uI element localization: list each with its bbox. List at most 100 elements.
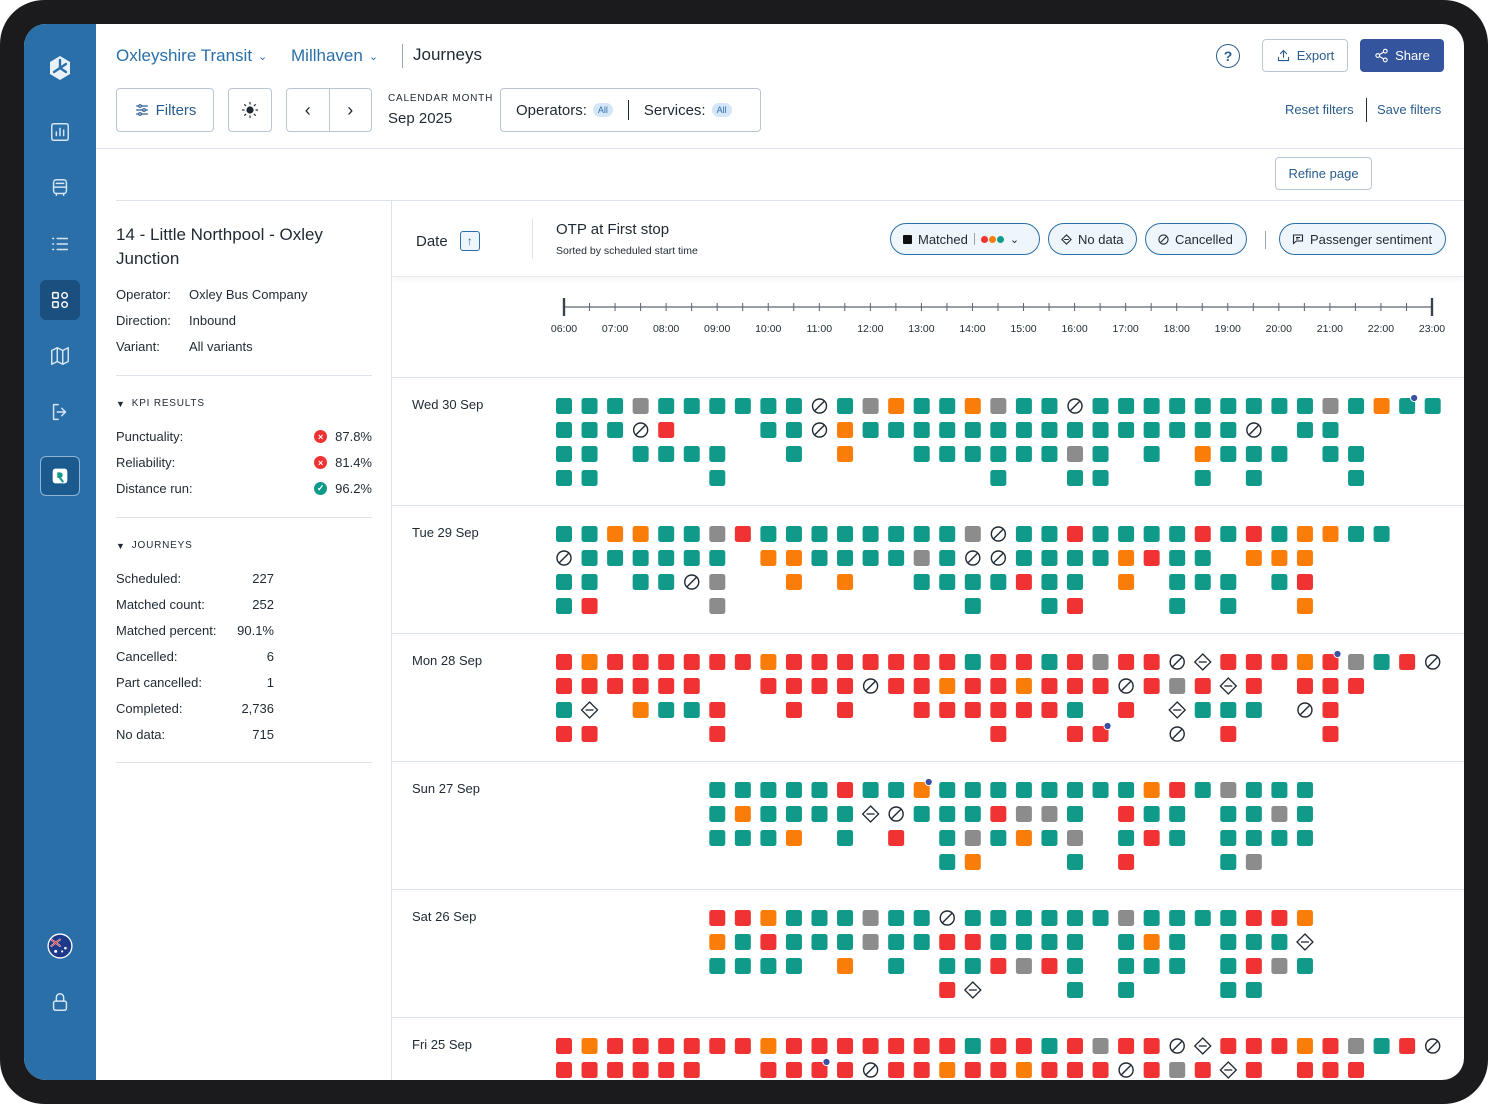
journey-cell[interactable] (607, 654, 624, 670)
journey-cell[interactable] (888, 398, 905, 414)
journey-cell[interactable] (785, 702, 802, 718)
journey-cell[interactable] (760, 910, 777, 926)
journey-cell[interactable] (939, 446, 956, 462)
journey-cell[interactable] (888, 526, 905, 542)
journey-cell[interactable] (964, 574, 981, 590)
journey-cell[interactable] (1067, 982, 1083, 998)
journey-cell[interactable] (1271, 806, 1288, 822)
journey-cell[interactable] (1015, 958, 1032, 974)
journey-cell[interactable] (811, 806, 828, 822)
journey-cell[interactable] (1296, 598, 1313, 614)
journey-cell[interactable] (862, 526, 879, 542)
journey-cell[interactable] (1143, 910, 1160, 926)
journey-cell[interactable] (1092, 446, 1109, 462)
journey-cell[interactable] (913, 910, 930, 926)
journey-cell[interactable] (734, 806, 751, 822)
journey-cell[interactable] (1296, 782, 1313, 798)
journey-cell[interactable] (964, 782, 981, 798)
journey-cell[interactable] (632, 574, 649, 590)
journey-cell[interactable] (1245, 782, 1262, 798)
journey-cell[interactable] (888, 550, 905, 566)
journey-cell[interactable] (913, 702, 930, 718)
no-data-journey-icon[interactable] (1219, 1061, 1238, 1079)
journey-cell[interactable] (1067, 726, 1083, 742)
journey-cell[interactable] (709, 726, 726, 742)
journey-cell[interactable] (709, 526, 726, 542)
journey-cell[interactable] (1067, 806, 1083, 822)
journey-cell[interactable] (837, 550, 854, 566)
journey-cell[interactable] (1143, 422, 1160, 438)
journey-cell[interactable] (862, 550, 879, 566)
journey-cell[interactable] (683, 398, 700, 414)
journey-cell[interactable] (837, 574, 854, 590)
journey-cell[interactable] (888, 1038, 905, 1054)
journey-cell[interactable] (581, 654, 598, 670)
journey-cell[interactable] (811, 910, 828, 926)
journey-cell[interactable] (1041, 526, 1058, 542)
journey-cell[interactable] (760, 654, 777, 670)
journey-cell[interactable] (1067, 854, 1083, 870)
journey-cell[interactable] (1348, 678, 1365, 694)
journey-cell[interactable] (1245, 470, 1262, 486)
journey-cell[interactable] (1296, 1038, 1313, 1054)
journey-cell[interactable] (1143, 654, 1160, 670)
journey-cell[interactable] (683, 550, 700, 566)
journey-cell[interactable] (1143, 934, 1160, 950)
journey-cell[interactable] (939, 702, 956, 718)
journey-cell[interactable] (734, 398, 751, 414)
journey-cell[interactable] (581, 398, 598, 414)
journey-cell[interactable] (1015, 654, 1032, 670)
journey-cell[interactable] (658, 550, 675, 566)
journey-cell[interactable] (1296, 398, 1313, 414)
cancelled-journey-icon[interactable] (990, 526, 1007, 542)
journey-cell[interactable] (1245, 958, 1262, 974)
journey-cell[interactable] (709, 910, 726, 926)
journey-cell[interactable] (1092, 1062, 1109, 1078)
journey-cell[interactable] (1169, 830, 1186, 846)
journey-cell[interactable] (862, 398, 879, 414)
journey-cell[interactable] (1296, 654, 1313, 670)
journey-cell[interactable] (964, 398, 981, 414)
journey-cell[interactable] (990, 398, 1007, 414)
bus-icon[interactable] (40, 168, 80, 208)
journey-cell[interactable] (862, 422, 879, 438)
journey-cell[interactable] (939, 550, 956, 566)
journey-cell[interactable] (1245, 910, 1262, 926)
journey-cell[interactable] (1067, 702, 1083, 718)
save-filters-link[interactable]: Save filters (1377, 102, 1442, 117)
breadcrumb-region[interactable]: Millhaven ⌄ (291, 45, 378, 67)
journey-cell[interactable] (581, 726, 598, 742)
journey-cell[interactable] (1220, 1038, 1237, 1054)
filters-button[interactable]: Filters (116, 88, 214, 132)
lock-icon[interactable] (40, 982, 80, 1022)
journey-cell[interactable] (556, 678, 572, 694)
journey-cell[interactable] (862, 654, 879, 670)
analytics-icon[interactable] (40, 112, 80, 152)
theme-toggle-button[interactable] (228, 88, 272, 132)
journey-cell[interactable] (1271, 654, 1288, 670)
journey-cell[interactable] (658, 526, 675, 542)
journey-cell[interactable] (607, 678, 624, 694)
journey-cell[interactable] (632, 702, 649, 718)
journey-cell[interactable] (556, 422, 572, 438)
journey-cell[interactable] (990, 934, 1007, 950)
journey-cell[interactable] (1041, 910, 1058, 926)
journey-cell[interactable] (990, 574, 1007, 590)
cancelled-journey-icon[interactable] (684, 574, 700, 590)
journey-cell[interactable] (837, 654, 854, 670)
export-button[interactable]: Export (1262, 39, 1348, 72)
journey-cell[interactable] (1118, 526, 1135, 542)
journey-cell[interactable] (990, 422, 1007, 438)
journey-cell[interactable] (658, 678, 675, 694)
flag-icon[interactable] (40, 926, 80, 966)
journey-cell[interactable] (1245, 398, 1262, 414)
journey-cell[interactable] (964, 1038, 981, 1054)
journey-cell[interactable] (785, 1038, 802, 1054)
journey-cell[interactable] (1271, 934, 1288, 950)
journey-cell[interactable] (658, 574, 675, 590)
journey-cell[interactable] (760, 422, 777, 438)
journey-cell[interactable] (1296, 550, 1313, 566)
no-data-filter-chip[interactable]: No data (1048, 223, 1137, 255)
journey-cell[interactable] (760, 550, 777, 566)
journey-cell[interactable] (990, 678, 1007, 694)
